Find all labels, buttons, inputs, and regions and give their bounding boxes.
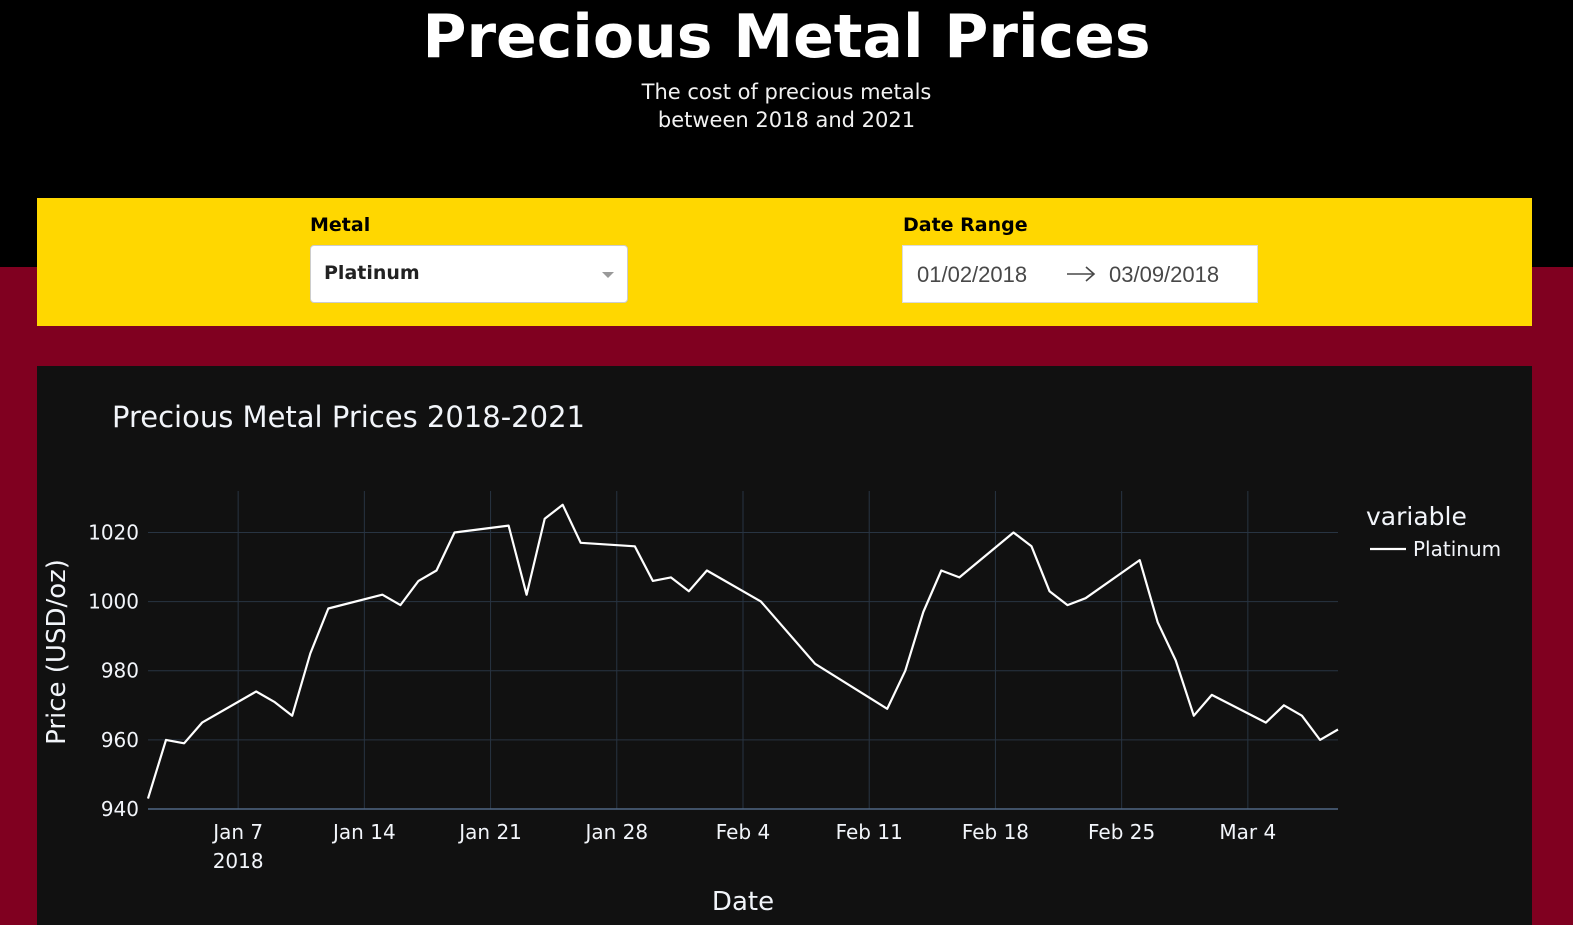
y-tick-label: 940 xyxy=(101,797,139,821)
x-tick-label: Mar 4 xyxy=(1219,820,1276,844)
y-axis-title: Price (USD/oz) xyxy=(42,559,72,745)
x-tick-label: Jan 7 xyxy=(211,820,263,844)
metal-dropdown-value: Platinum xyxy=(324,262,420,284)
arrow-right-icon xyxy=(1067,266,1096,282)
x-tick-label: Jan 28 xyxy=(583,820,648,844)
subtitle-line-1: The cost of precious metals xyxy=(641,80,932,104)
date-range-picker: 01/02/2018 03/09/2018 xyxy=(902,245,1258,303)
chevron-down-icon[interactable] xyxy=(602,272,614,278)
price-line-chart: Precious Metal Prices 2018-2021 940 960 98… xyxy=(42,400,1501,917)
y-tick-label: 960 xyxy=(101,728,139,752)
x-tick-label: Feb 25 xyxy=(1088,820,1155,844)
end-date-input[interactable]: 03/09/2018 xyxy=(1109,262,1220,287)
x-axis-title: Date xyxy=(712,887,774,917)
legend-title: variable xyxy=(1366,502,1467,531)
chart-title: Precious Metal Prices 2018-2021 xyxy=(112,400,585,434)
y-tick-label: 1020 xyxy=(88,520,139,544)
axis-ticks: 940 960 980 1000 1020 Jan 7 2018 Jan 14 Jan 21 Ja… xyxy=(88,520,1276,873)
metal-label: Metal xyxy=(310,214,371,236)
date-range-label: Date Range xyxy=(903,214,1028,236)
chart-card: Precious Metal Prices 2018-2021 940 960 98… xyxy=(37,366,1532,925)
controls-panel: Metal Platinum Date Range 01/02/2018 03/… xyxy=(37,198,1532,326)
chart-grid xyxy=(148,491,1338,810)
subtitle-line-2: between 2018 and 2021 xyxy=(657,108,916,132)
page-subtitle: The cost of precious metals between 2018… xyxy=(0,78,1573,134)
x-tick-sublabel: 2018 xyxy=(213,849,264,873)
metal-dropdown[interactable]: Platinum xyxy=(310,245,628,303)
x-tick-label: Feb 18 xyxy=(962,820,1029,844)
x-tick-label: Jan 14 xyxy=(331,820,396,844)
page-title: Precious Metal Prices xyxy=(422,2,1151,72)
y-tick-label: 1000 xyxy=(88,590,139,614)
x-tick-label: Feb 11 xyxy=(836,820,903,844)
x-tick-label: Feb 4 xyxy=(716,820,771,844)
x-tick-label: Jan 21 xyxy=(457,820,522,844)
legend-item-platinum[interactable]: Platinum xyxy=(1413,537,1501,561)
start-date-input[interactable]: 01/02/2018 xyxy=(917,262,1028,287)
series-line-platinum xyxy=(146,503,1339,799)
y-tick-label: 980 xyxy=(101,659,139,683)
